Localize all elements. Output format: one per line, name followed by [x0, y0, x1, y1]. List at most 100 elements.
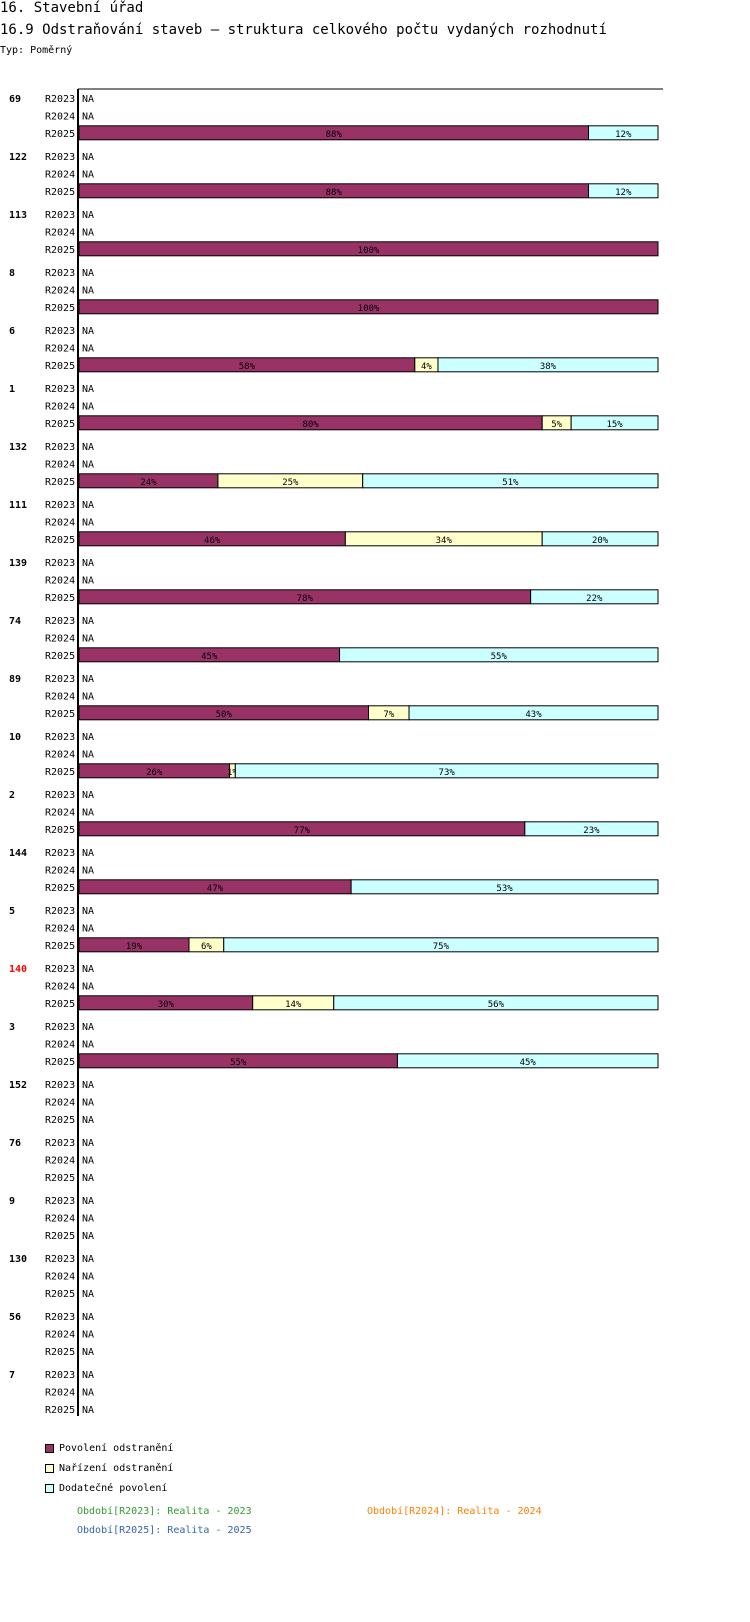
data-label: 80%	[302, 420, 319, 430]
row-label: R2025	[45, 187, 75, 198]
data-label: 22%	[586, 594, 603, 604]
na-label: NA	[82, 616, 94, 627]
group-label: 76	[9, 1138, 21, 1149]
data-label: 53%	[496, 884, 513, 894]
group-label: 139	[9, 558, 27, 569]
row-label: R2025	[45, 651, 75, 662]
period-label: Období[R2025]: Realita - 2025	[77, 1525, 252, 1536]
row-label: R2024	[45, 1155, 75, 1166]
chart-type-label: Typ: Poměrný	[0, 45, 73, 56]
na-label: NA	[82, 1271, 94, 1282]
bar-segment	[339, 647, 659, 663]
row-label: R2023	[45, 1370, 75, 1381]
na-label: NA	[82, 865, 94, 876]
row-label: R2024	[45, 1039, 75, 1050]
na-label: NA	[82, 1155, 94, 1166]
na-label: NA	[82, 442, 94, 453]
na-label: NA	[82, 1080, 94, 1091]
bar-segment	[350, 879, 659, 895]
row-label: R2025	[45, 1289, 75, 1300]
na-label: NA	[82, 500, 94, 511]
data-label: 100%	[358, 246, 380, 256]
group-label: 122	[9, 152, 27, 163]
na-label: NA	[82, 906, 94, 917]
row-label: R2023	[45, 500, 75, 511]
row-label: R2024	[45, 981, 75, 992]
data-label: 51%	[502, 478, 519, 488]
row-label: R2023	[45, 558, 75, 569]
group-label: 113	[9, 210, 27, 221]
na-label: NA	[82, 285, 94, 296]
bar-segment	[78, 299, 659, 315]
bar-segment	[541, 531, 659, 547]
group-label: 56	[9, 1312, 21, 1323]
na-label: NA	[82, 1173, 94, 1184]
row-label: R2024	[45, 923, 75, 934]
row-label: R2025	[45, 361, 75, 372]
row-label: R2025	[45, 477, 75, 488]
row-label: R2025	[45, 999, 75, 1010]
row-label: R2023	[45, 1312, 75, 1323]
na-label: NA	[82, 384, 94, 395]
na-label: NA	[82, 1254, 94, 1265]
data-label: 75%	[433, 942, 450, 952]
na-label: NA	[82, 1370, 94, 1381]
data-label: 24%	[140, 478, 157, 488]
na-label: NA	[82, 1329, 94, 1340]
legend-item: Nařízení odstranění	[45, 1463, 173, 1474]
data-label: 19%	[126, 942, 143, 952]
group-label: 152	[9, 1080, 27, 1091]
row-label: R2024	[45, 111, 75, 122]
legend-swatch	[45, 1483, 54, 1493]
data-label: 55%	[491, 652, 508, 662]
bar-segment	[408, 705, 659, 721]
group-label: 8	[9, 268, 15, 279]
bar-segment	[396, 1053, 659, 1069]
row-label: R2024	[45, 691, 75, 702]
legend-label: Nařízení odstranění	[59, 1463, 174, 1474]
row-label: R2025	[45, 709, 75, 720]
data-label: 12%	[615, 188, 632, 198]
na-label: NA	[82, 326, 94, 337]
data-label: 15%	[606, 420, 623, 430]
row-label: R2023	[45, 1138, 75, 1149]
na-label: NA	[82, 517, 94, 528]
row-label: R2025	[45, 1347, 75, 1358]
data-label: 34%	[436, 536, 453, 546]
row-label: R2025	[45, 245, 75, 256]
row-label: R2023	[45, 906, 75, 917]
row-label: R2025	[45, 1173, 75, 1184]
na-label: NA	[82, 227, 94, 238]
na-label: NA	[82, 1289, 94, 1300]
na-label: NA	[82, 401, 94, 412]
data-label: 58%	[239, 362, 256, 372]
na-label: NA	[82, 169, 94, 180]
legend-item: Dodatečné povolení	[45, 1483, 167, 1494]
row-label: R2024	[45, 401, 75, 412]
data-label: 45%	[520, 1058, 537, 1068]
group-label: 7	[9, 1370, 15, 1381]
row-label: R2025	[45, 303, 75, 314]
group-label: 5	[9, 906, 15, 917]
row-label: R2023	[45, 442, 75, 453]
row-label: R2024	[45, 459, 75, 470]
na-label: NA	[82, 1196, 94, 1207]
na-label: NA	[82, 1115, 94, 1126]
na-label: NA	[82, 981, 94, 992]
row-label: R2024	[45, 169, 75, 180]
row-label: R2023	[45, 210, 75, 221]
na-label: NA	[82, 691, 94, 702]
row-label: R2024	[45, 517, 75, 528]
group-label: 2	[9, 790, 15, 801]
row-label: R2025	[45, 1231, 75, 1242]
row-label: R2025	[45, 593, 75, 604]
group-label: 132	[9, 442, 27, 453]
row-label: R2023	[45, 732, 75, 743]
section-title: 16. Stavební úřad	[0, 0, 144, 16]
row-label: R2023	[45, 94, 75, 105]
bar-segment	[362, 473, 659, 489]
data-label: 7%	[383, 710, 394, 720]
row-label: R2023	[45, 268, 75, 279]
row-label: R2023	[45, 964, 75, 975]
bar-segment	[78, 241, 659, 257]
